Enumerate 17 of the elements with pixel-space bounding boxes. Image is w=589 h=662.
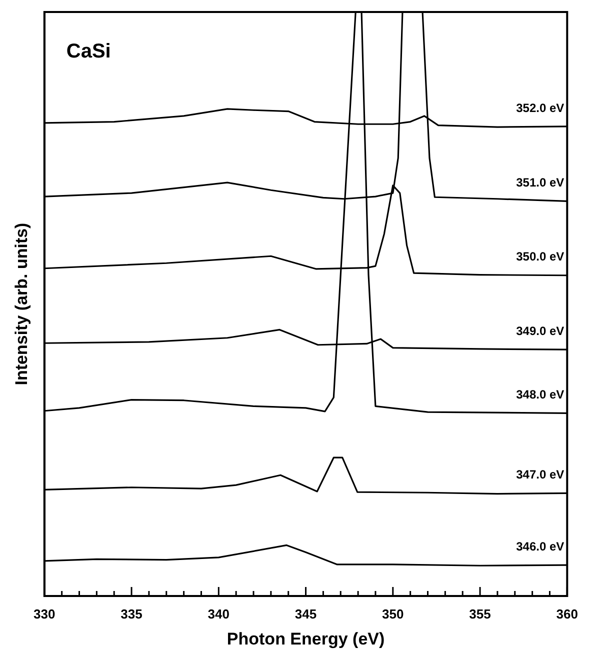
x-tick-label: 355 xyxy=(469,606,491,622)
x-tick-label: 345 xyxy=(294,606,317,622)
x-tick-label: 360 xyxy=(556,606,578,622)
x-tick-label: 335 xyxy=(120,606,142,622)
x-tick-label: 330 xyxy=(34,606,56,622)
series-label: 351.0 eV xyxy=(516,176,564,190)
x-axis-title: Photon Energy (eV) xyxy=(226,629,385,648)
series-label: 349.0 eV xyxy=(516,324,564,338)
series-label: 347.0 eV xyxy=(516,468,564,482)
annotation: CaSi xyxy=(66,40,111,63)
series-label: 350.0 eV xyxy=(516,250,564,264)
y-axis-title: Intensity (arb. units) xyxy=(12,222,31,386)
x-tick-label: 340 xyxy=(208,606,230,622)
series-label: 348.0 eV xyxy=(516,388,564,402)
series-label: 352.0 eV xyxy=(516,100,564,115)
series-label: 346.0 eV xyxy=(516,539,564,554)
x-tick-label: 350 xyxy=(382,606,404,622)
